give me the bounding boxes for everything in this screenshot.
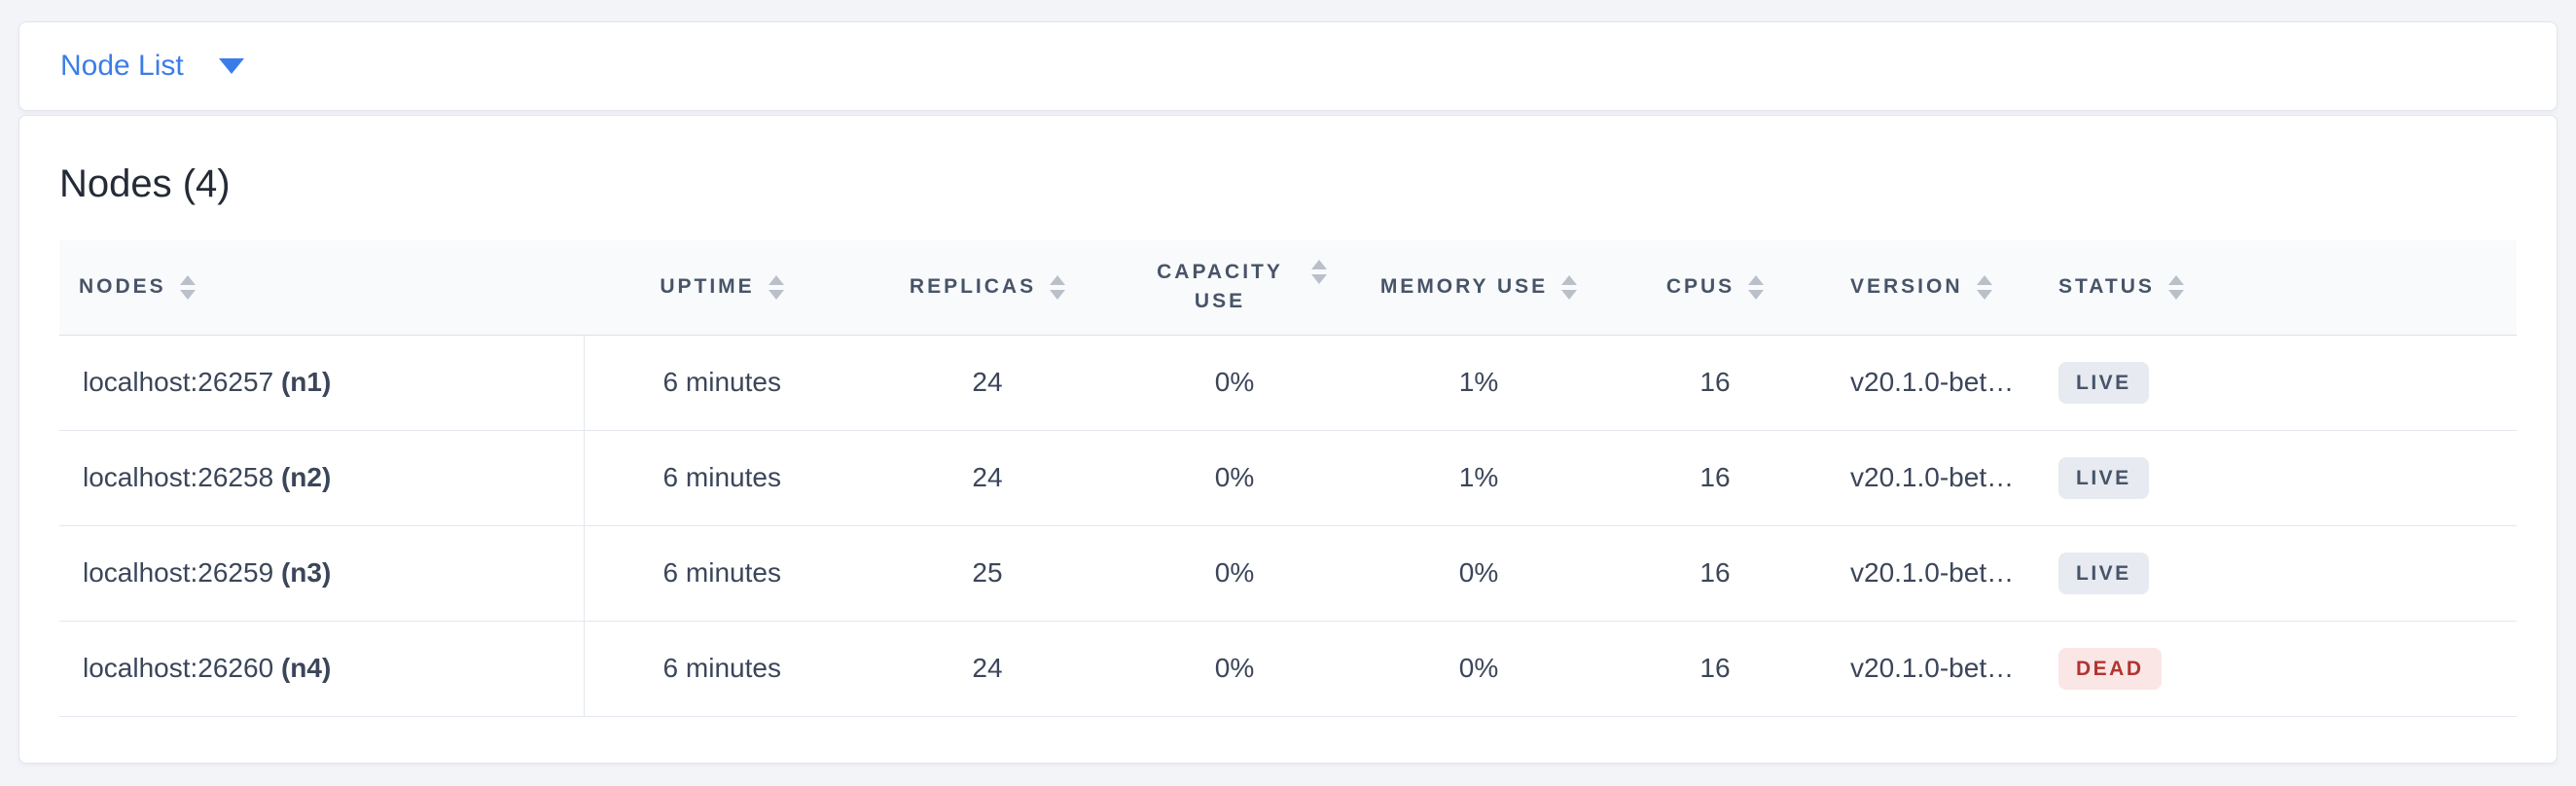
column-header-version[interactable]: VERSION xyxy=(1827,240,2029,336)
cell-address: localhost:26258 (n2) xyxy=(59,430,585,526)
node-address: localhost:26260 xyxy=(83,653,281,683)
cell-replicas: 24 xyxy=(860,621,1115,717)
cell-memory_use: 1% xyxy=(1354,335,1603,431)
node-row[interactable]: localhost:26258 (n2) 6 minutes 24 0% 1% 16 v20… xyxy=(59,430,2517,526)
cell-uptime: 6 minutes xyxy=(584,335,860,431)
column-header-memory_use[interactable]: MEMORY USE xyxy=(1354,240,1603,336)
column-label: VERSION xyxy=(1850,275,1963,299)
view-selector-bar: Node List xyxy=(18,21,2558,111)
node-address: localhost:26257 xyxy=(83,367,281,397)
cell-status: LIVE xyxy=(2029,430,2517,526)
cell-uptime: 6 minutes xyxy=(584,430,860,526)
status-badge: LIVE xyxy=(2058,552,2149,594)
nodes-panel: Nodes (4) NODES UPTIME REPLICAS CAPACITY US… xyxy=(18,115,2558,764)
cell-capacity_use: 0% xyxy=(1115,430,1354,526)
cell-version: v20.1.0-bet… xyxy=(1827,621,2029,717)
column-label: STATUS xyxy=(2058,275,2155,299)
node-row[interactable]: localhost:26260 (n4) 6 minutes 24 0% 0% 16 v20… xyxy=(59,621,2517,717)
column-label: CPUS xyxy=(1665,275,1735,299)
cell-status: LIVE xyxy=(2029,335,2517,431)
cell-version: v20.1.0-bet… xyxy=(1827,335,2029,431)
chevron-down-icon xyxy=(218,58,244,74)
status-badge: LIVE xyxy=(2058,361,2149,404)
column-header-replicas[interactable]: REPLICAS xyxy=(860,240,1115,336)
page-title: Nodes (4) xyxy=(59,162,231,205)
column-header-capacity_use[interactable]: CAPACITY USE xyxy=(1115,240,1354,336)
cell-status: DEAD xyxy=(2029,621,2517,717)
sort-icon xyxy=(2167,274,2184,300)
cell-capacity_use: 0% xyxy=(1115,621,1354,717)
node-address: localhost:26259 xyxy=(83,557,281,588)
column-label: MEMORY USE xyxy=(1379,275,1549,299)
view-dropdown[interactable]: Node List xyxy=(60,52,244,81)
sort-icon xyxy=(1976,274,1992,300)
status-badge: LIVE xyxy=(2058,456,2149,499)
cell-memory_use: 0% xyxy=(1354,525,1603,622)
status-badge: DEAD xyxy=(2058,647,2162,690)
cell-replicas: 24 xyxy=(860,335,1115,431)
cell-memory_use: 1% xyxy=(1354,430,1603,526)
cell-uptime: 6 minutes xyxy=(584,525,860,622)
node-id: (n4) xyxy=(280,653,332,683)
cell-replicas: 24 xyxy=(860,430,1115,526)
column-header-cpus[interactable]: CPUS xyxy=(1603,240,1827,336)
table-header-row: NODES UPTIME REPLICAS CAPACITY USE MEMORY US… xyxy=(59,240,2517,336)
sort-icon xyxy=(1311,260,1327,285)
node-row[interactable]: localhost:26257 (n1) 6 minutes 24 0% 1% 16 v20… xyxy=(59,335,2517,431)
sort-icon xyxy=(179,274,196,300)
view-dropdown-label: Node List xyxy=(60,50,184,82)
sort-icon xyxy=(1748,274,1765,300)
node-address: localhost:26258 xyxy=(83,462,281,492)
column-header-status[interactable]: STATUS xyxy=(2029,240,2517,336)
cell-memory_use: 0% xyxy=(1354,621,1603,717)
cell-status: LIVE xyxy=(2029,525,2517,622)
node-row[interactable]: localhost:26259 (n3) 6 minutes 25 0% 0% 16 v20… xyxy=(59,525,2517,622)
cell-address: localhost:26257 (n1) xyxy=(59,335,585,431)
cell-address: localhost:26260 (n4) xyxy=(59,621,585,717)
cell-address: localhost:26259 (n3) xyxy=(59,525,585,622)
column-label: CAPACITY USE xyxy=(1157,261,1283,313)
column-header-uptime[interactable]: UPTIME xyxy=(584,240,860,336)
cell-capacity_use: 0% xyxy=(1115,525,1354,622)
node-id: (n1) xyxy=(280,367,332,397)
cell-uptime: 6 minutes xyxy=(584,621,860,717)
column-label: UPTIME xyxy=(660,275,755,299)
node-id: (n3) xyxy=(280,557,332,588)
cell-capacity_use: 0% xyxy=(1115,335,1354,431)
cell-cpus: 16 xyxy=(1603,335,1827,431)
cell-replicas: 25 xyxy=(860,525,1115,622)
cell-cpus: 16 xyxy=(1603,621,1827,717)
sort-icon xyxy=(1050,274,1066,300)
cell-cpus: 16 xyxy=(1603,525,1827,622)
cell-cpus: 16 xyxy=(1603,430,1827,526)
cell-version: v20.1.0-bet… xyxy=(1827,525,2029,622)
nodes-table: NODES UPTIME REPLICAS CAPACITY USE MEMORY US… xyxy=(59,240,2517,717)
column-header-address[interactable]: NODES xyxy=(59,240,584,336)
sort-icon xyxy=(768,274,784,300)
column-label: NODES xyxy=(79,275,166,299)
sort-icon xyxy=(1561,274,1578,300)
column-label: REPLICAS xyxy=(909,275,1037,299)
node-id: (n2) xyxy=(280,462,332,492)
cell-version: v20.1.0-bet… xyxy=(1827,430,2029,526)
